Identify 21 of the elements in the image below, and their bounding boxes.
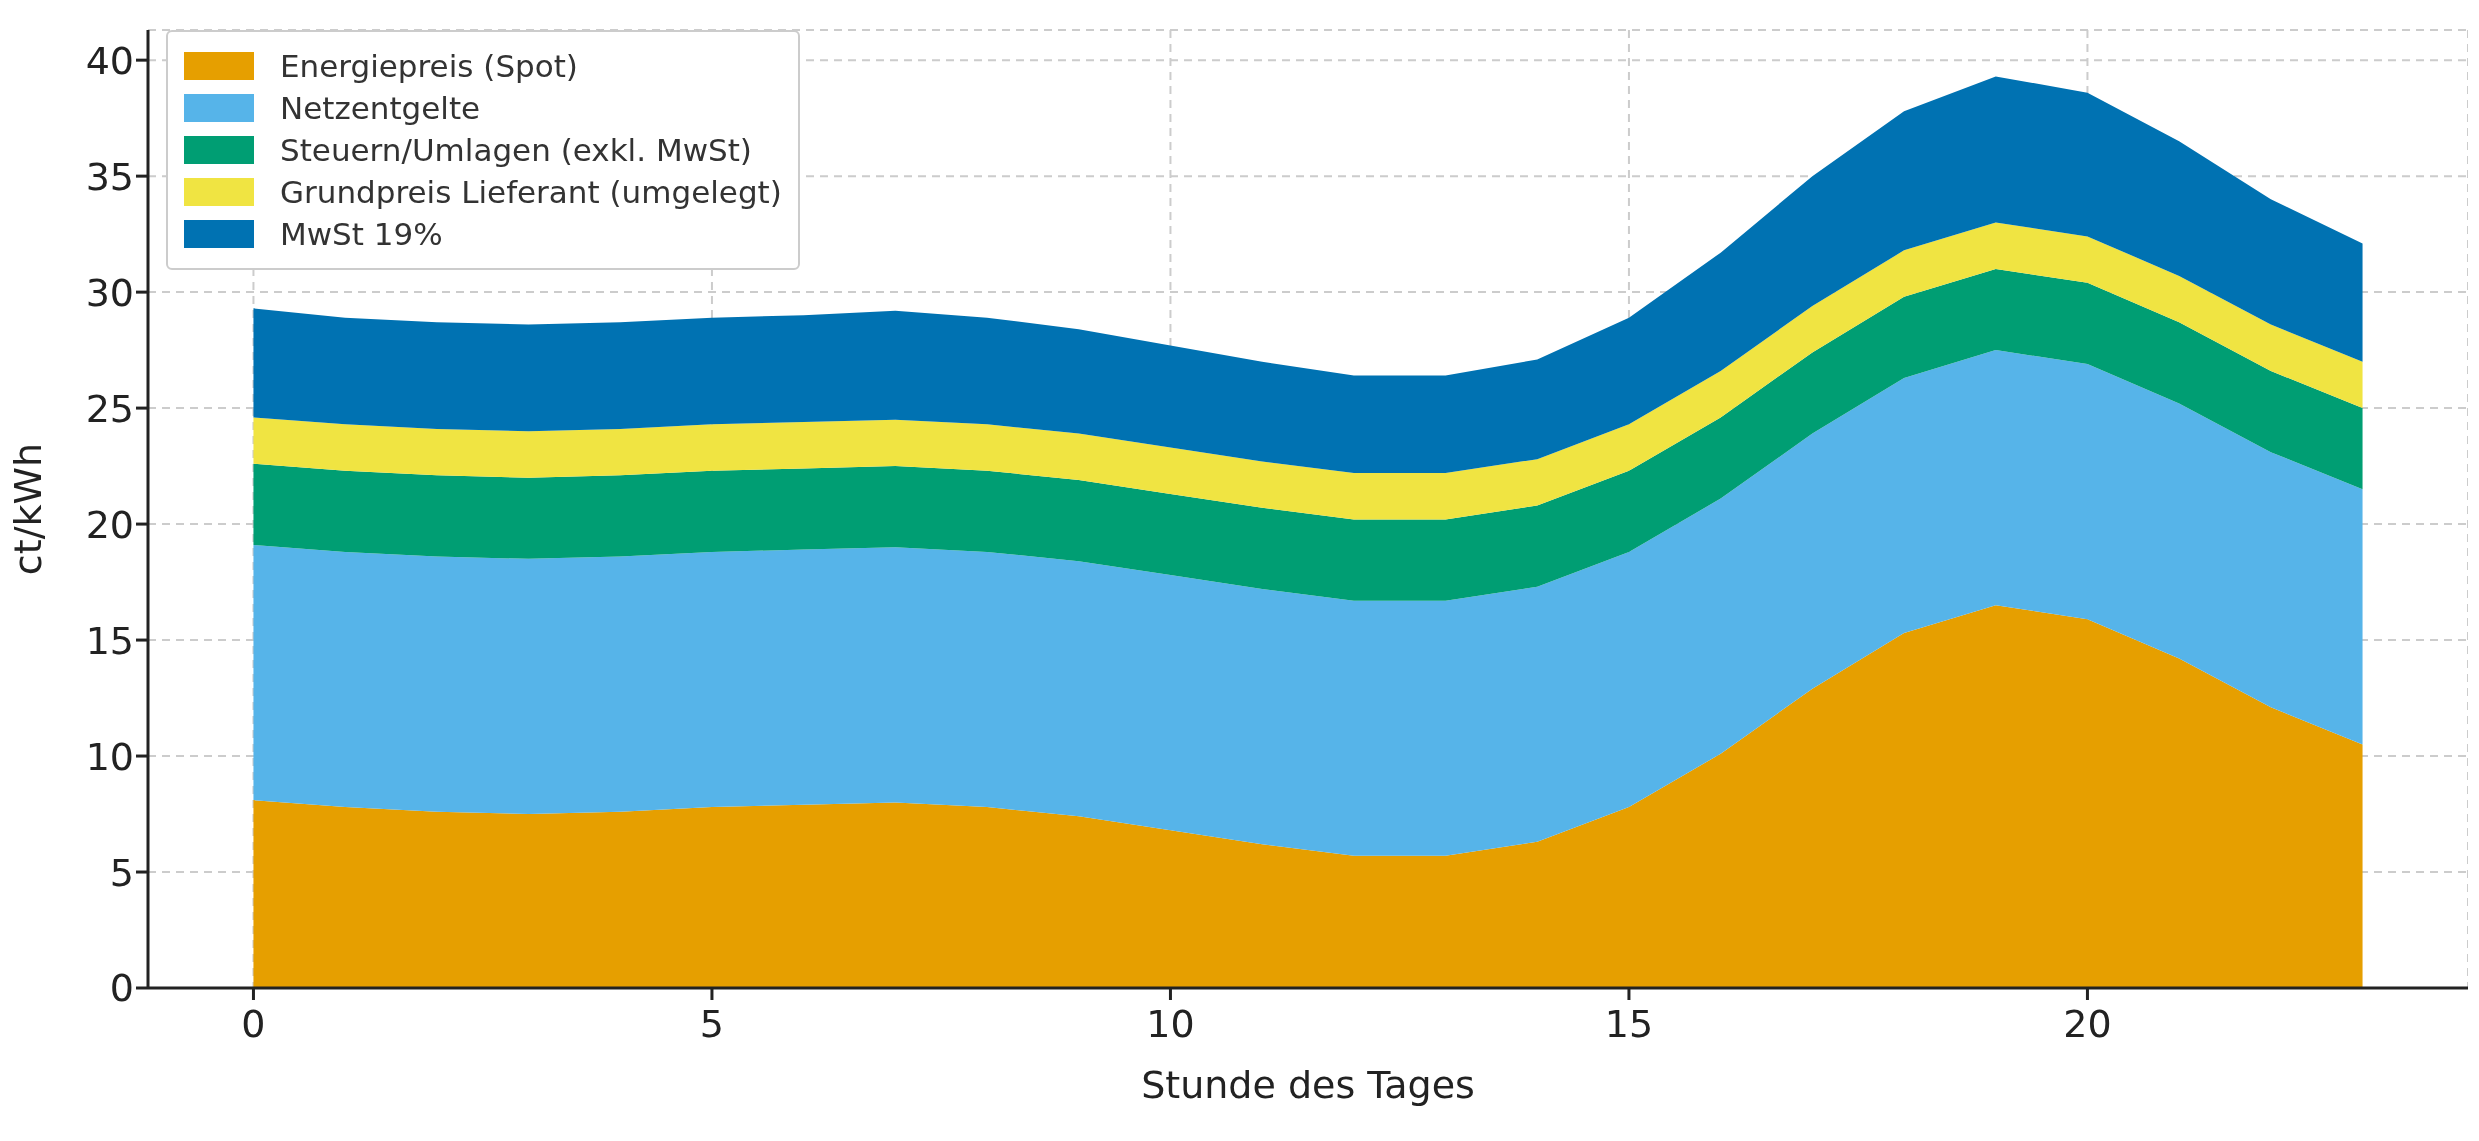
legend-label: Energiepreis (Spot) — [280, 48, 578, 84]
x-axis-title: Stunde des Tages — [1141, 1063, 1475, 1107]
legend-label: Steuern/Umlagen (exkl. MwSt) — [280, 132, 752, 168]
x-tick-label: 10 — [1146, 1001, 1195, 1046]
x-tick-label: 15 — [1604, 1001, 1654, 1046]
y-tick-label: 40 — [85, 38, 134, 83]
x-tick-label: 0 — [241, 1001, 266, 1046]
y-tick-label: 5 — [109, 850, 134, 895]
legend-label: Grundpreis Lieferant (umgelegt) — [280, 174, 782, 210]
y-tick-label: 15 — [85, 618, 134, 663]
y-tick-label: 0 — [109, 966, 134, 1011]
y-tick-label: 10 — [85, 734, 134, 779]
y-tick-label: 25 — [85, 386, 134, 431]
y-tick-label: 35 — [85, 154, 134, 199]
legend-label: MwSt 19% — [280, 216, 443, 252]
y-tick-label: 20 — [85, 502, 134, 547]
y-axis-title: ct/kWh — [6, 442, 51, 576]
y-tick-label: 30 — [85, 270, 134, 315]
x-tick-label: 5 — [699, 1001, 725, 1046]
x-tick-label: 20 — [2063, 1001, 2112, 1046]
legend-label: Netzentgelte — [280, 90, 481, 126]
